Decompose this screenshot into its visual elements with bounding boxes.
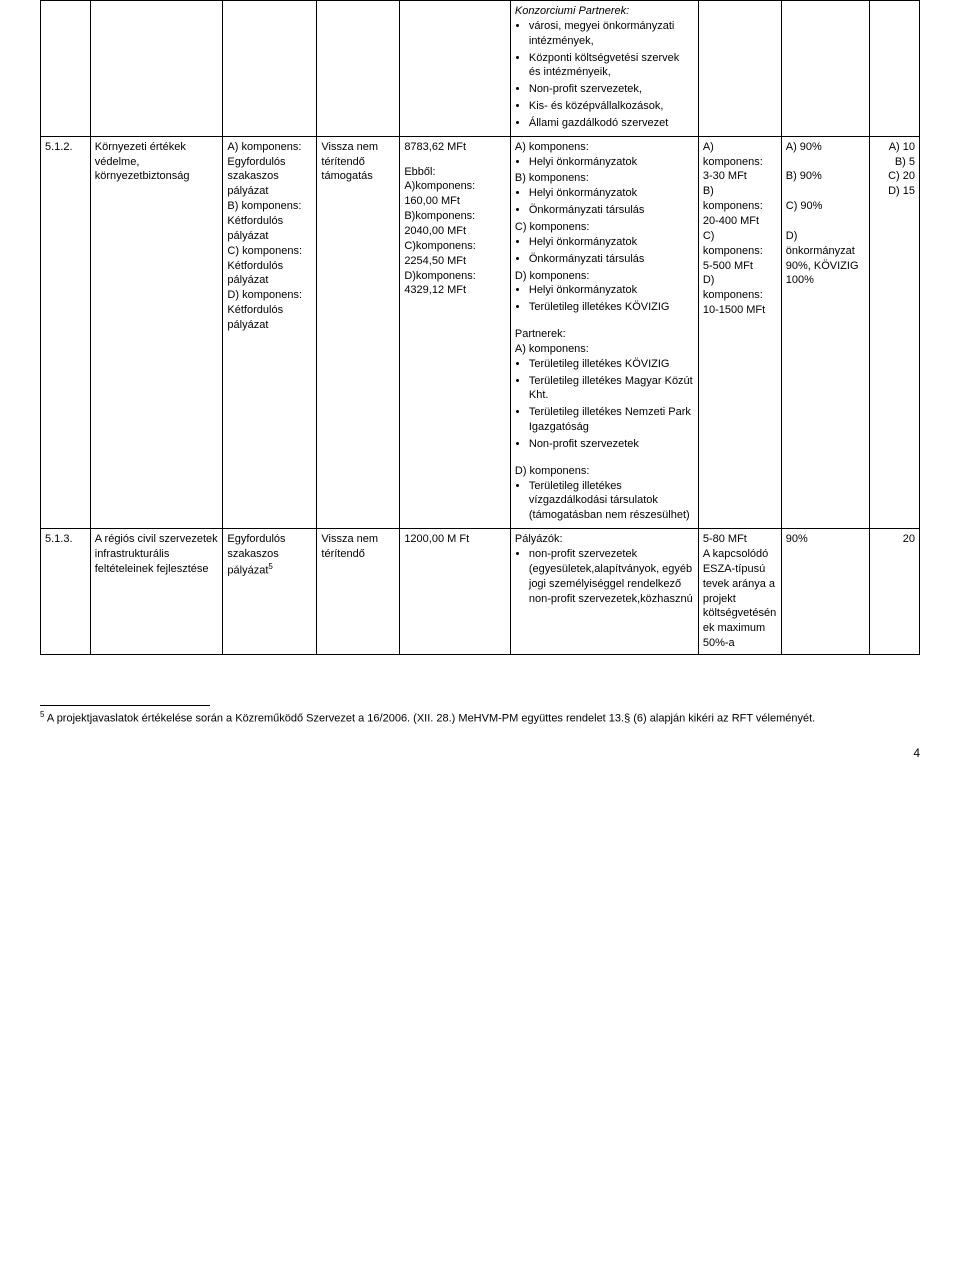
main-table: Konzorciumi Partnerek: városi, megyei ön… xyxy=(40,0,920,655)
partners-heading: Konzorciumi Partnerek: xyxy=(515,4,694,19)
cell: Konzorciumi Partnerek: városi, megyei ön… xyxy=(510,1,698,137)
cell xyxy=(781,1,869,137)
cell xyxy=(870,1,920,137)
footnote-text: A projektjavaslatok értékelése során a K… xyxy=(44,713,815,725)
list-item: Helyi önkormányzatok xyxy=(529,235,694,250)
cell: Pályázók: non-profit szervezetek (egyesü… xyxy=(510,529,698,655)
list-item: Helyi önkormányzatok xyxy=(529,155,694,170)
row-name: Környezeti értékek védelme, környezetbiz… xyxy=(90,136,223,528)
partners-head: Partnerek: xyxy=(515,327,694,342)
cell: A) 90% B) 90% C) 90% D) önkormányzat 90%… xyxy=(781,136,869,528)
cell xyxy=(90,1,223,137)
cell: 90% xyxy=(781,529,869,655)
cell: Vissza nem térítendő xyxy=(317,529,400,655)
list-item: Területileg illetékes vízgazdálkodási tá… xyxy=(529,479,694,524)
applicants-head: Pályázók: xyxy=(515,532,694,547)
cell: 1200,00 M Ft xyxy=(400,529,511,655)
list-item: Területileg illetékes Nemzeti Park Igazg… xyxy=(529,405,694,435)
table-row: Konzorciumi Partnerek: városi, megyei ön… xyxy=(41,1,920,137)
list-item: Területileg illetékes KÖVIZIG xyxy=(529,300,694,315)
list-item: városi, megyei önkormányzati intézmények… xyxy=(529,19,694,49)
list-item: Helyi önkormányzatok xyxy=(529,283,694,298)
footnote: 5 A projektjavaslatok értékelése során a… xyxy=(40,710,920,727)
list-item: Helyi önkormányzatok xyxy=(529,186,694,201)
cell: 20 xyxy=(870,529,920,655)
amount-breakdown: Ebből: A)komponens: 160,00 MFt B)kompone… xyxy=(404,165,506,299)
cell: A) 10 B) 5 C) 20 D) 15 xyxy=(870,136,920,528)
list-item: non-profit szervezetek (egyesületek,alap… xyxy=(529,547,694,606)
list-item: Non-profit szervezetek, xyxy=(529,82,694,97)
partners-list: városi, megyei önkormányzati intézmények… xyxy=(515,19,694,131)
list-item: Non-profit szervezetek xyxy=(529,437,694,452)
table-row: 5.1.3. A régiós civil szervezetek infras… xyxy=(41,529,920,655)
cell xyxy=(317,1,400,137)
comp-d-head: D) komponens: xyxy=(515,269,694,284)
cell: A) komponens: Helyi önkormányzatok B) ko… xyxy=(510,136,698,528)
cell-text: Egyfordulós szakaszos pályázat xyxy=(227,533,285,576)
cell: Egyfordulós szakaszos pályázat5 xyxy=(223,529,317,655)
list-item: Önkormányzati társulás xyxy=(529,203,694,218)
comp-b-head: B) komponens: xyxy=(515,171,694,186)
page-number: 4 xyxy=(40,726,920,770)
list-item: Önkormányzati társulás xyxy=(529,252,694,267)
cell xyxy=(223,1,317,137)
table-row: 5.1.2. Környezeti értékek védelme, körny… xyxy=(41,136,920,528)
cell: A) komponens: 3-30 MFt B) komponens: 20-… xyxy=(698,136,781,528)
amount-total: 8783,62 MFt xyxy=(404,140,506,155)
footnote-ref: 5 xyxy=(268,562,272,571)
row-name: A régiós civil szervezetek infrastruktur… xyxy=(90,529,223,655)
partners-a-head: A) komponens: xyxy=(515,342,694,357)
cell: A) komponens: Egyfordulós szakaszos pály… xyxy=(223,136,317,528)
cell xyxy=(400,1,511,137)
comp-c-head: C) komponens: xyxy=(515,220,694,235)
cell xyxy=(698,1,781,137)
comp-a-head: A) komponens: xyxy=(515,140,694,155)
list-item: Területileg illetékes KÖVIZIG xyxy=(529,357,694,372)
cell: 5-80 MFt A kapcsolódó ESZA-típusú tevek … xyxy=(698,529,781,655)
list-item: Központi költségvetési szervek és intézm… xyxy=(529,51,694,81)
row-id: 5.1.2. xyxy=(41,136,91,528)
cell: 8783,62 MFt Ebből: A)komponens: 160,00 M… xyxy=(400,136,511,528)
footnote-separator xyxy=(40,705,210,706)
partners-d-head: D) komponens: xyxy=(515,464,694,479)
list-item: Területileg illetékes Magyar Közút Kht. xyxy=(529,374,694,404)
row-id: 5.1.3. xyxy=(41,529,91,655)
cell xyxy=(41,1,91,137)
list-item: Kis- és középvállalkozások, xyxy=(529,99,694,114)
list-item: Állami gazdálkodó szervezet xyxy=(529,116,694,131)
cell: Vissza nem térítendő támogatás xyxy=(317,136,400,528)
